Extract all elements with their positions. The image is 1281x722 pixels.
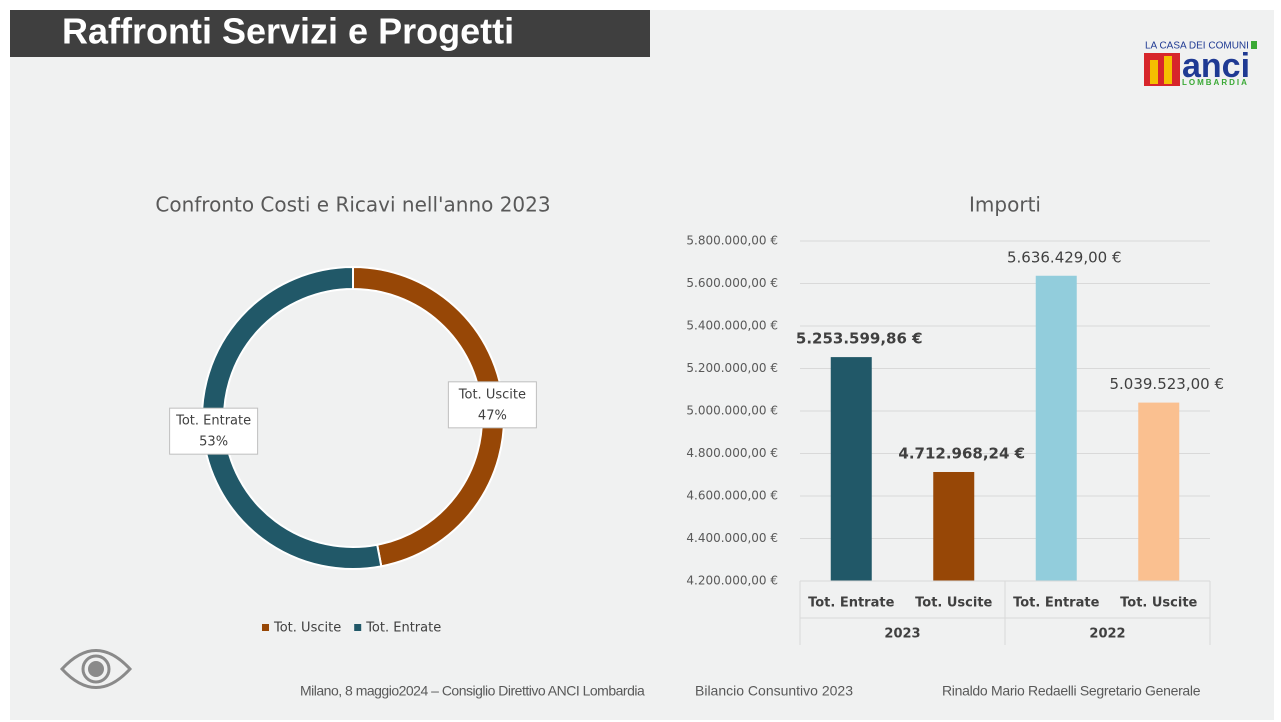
footer-center: Bilancio Consuntivo 2023 [695, 683, 853, 699]
eye-pupil [88, 661, 104, 677]
title-bar [10, 10, 650, 57]
slide-bg [10, 10, 1274, 720]
data-label: 53% [199, 435, 228, 450]
chart-title: Confronto Costi e Ricavi nell'anno 2023 [155, 193, 550, 217]
y-tick-label: 4.600.000,00 € [686, 489, 778, 503]
footer-right: Rinaldo Mario Redaelli Segretario Genera… [942, 683, 1201, 699]
logo-icon-part [1150, 60, 1158, 84]
eye-icon [59, 649, 133, 689]
data-label-name: Tot. Uscite [458, 387, 526, 402]
logo-icon-part [1164, 56, 1172, 84]
logo-region: LOMBARDIA [1182, 78, 1249, 87]
data-label-box [169, 407, 259, 455]
donut-segment [201, 265, 383, 570]
y-tick-label: 5.200.000,00 € [686, 361, 778, 375]
group-label: 2022 [1089, 627, 1125, 642]
data-label: 5.253.599,86 € [796, 330, 923, 348]
x-tick-label: Tot. Uscite [1120, 596, 1197, 611]
bar [1035, 275, 1077, 581]
y-tick-label: 4.800.000,00 € [686, 446, 778, 460]
y-tick-label: 5.800.000,00 € [686, 234, 778, 248]
x-tick-label: Tot. Entrate [1013, 596, 1099, 611]
footer-left: Milano, 8 maggio2024 – Consiglio Diretti… [300, 683, 645, 699]
x-tick-label: Tot. Uscite [915, 596, 992, 611]
eye-outline [59, 649, 133, 689]
logo-icon [1144, 53, 1180, 86]
data-label: 47% [478, 408, 507, 423]
bar [830, 357, 872, 581]
logo-top: LA CASA DEI COMUNI [1145, 41, 1249, 52]
y-tick-label: 5.400.000,00 € [686, 319, 778, 333]
eye-iris [81, 654, 111, 684]
data-label-box [447, 381, 537, 429]
data-label: 4.712.968,24 € [898, 444, 1025, 462]
legend-label: Tot. Uscite [273, 621, 341, 636]
y-tick-label: 5.600.000,00 € [686, 276, 778, 290]
footer: Milano, 8 maggio2024 – Consiglio Diretti… [300, 683, 1201, 699]
data-label: 5.039.523,00 € [1109, 375, 1224, 393]
data-label-name: Tot. Entrate [175, 414, 251, 429]
y-tick-label: 5.000.000,00 € [686, 404, 778, 418]
chart-title: Importi [969, 193, 1041, 217]
logo: LA CASA DEI COMUNI anci LOMBARDIA [1144, 41, 1257, 87]
x-tick-label: Tot. Entrate [808, 596, 894, 611]
legend-swatch [354, 624, 362, 631]
group-label: 2023 [884, 627, 920, 642]
bar [1138, 402, 1180, 581]
logo-name: anci [1182, 47, 1250, 85]
slide-title: Raffronti Servizi e Progetti [62, 11, 514, 52]
y-tick-label: 4.400.000,00 € [686, 531, 778, 545]
logo-square [1251, 41, 1257, 49]
y-tick-label: 4.200.000,00 € [686, 574, 778, 588]
bar [933, 471, 975, 581]
legend-label: Tot. Entrate [365, 621, 441, 636]
legend-swatch [262, 624, 269, 631]
data-label: 5.636.429,00 € [1007, 248, 1122, 266]
